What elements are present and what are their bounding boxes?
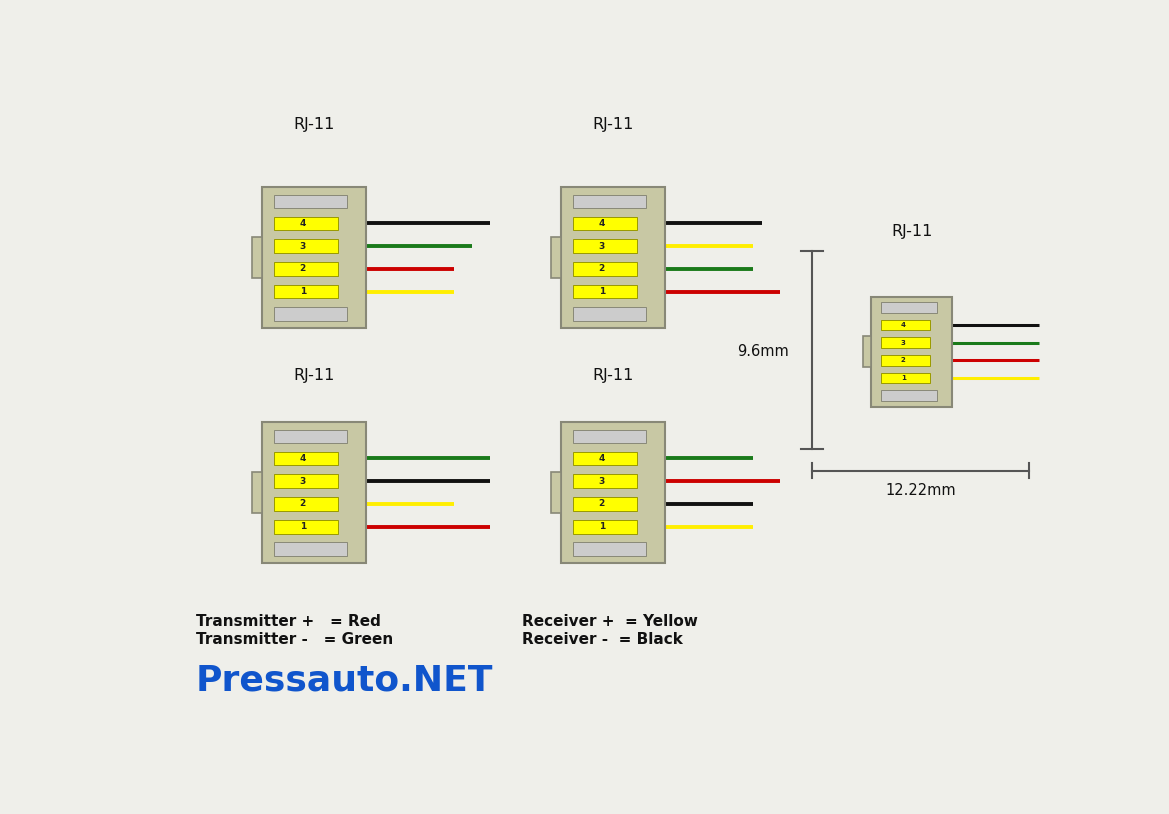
Text: 9.6mm: 9.6mm: [738, 344, 789, 359]
Bar: [573, 452, 637, 466]
Text: 4: 4: [299, 454, 306, 463]
Text: 1: 1: [901, 375, 906, 381]
Text: 1: 1: [599, 287, 604, 296]
Bar: [881, 355, 931, 365]
Text: 1: 1: [599, 522, 604, 531]
Bar: [573, 307, 645, 321]
Text: 3: 3: [599, 477, 604, 486]
Text: Receiver +  = Yellow: Receiver + = Yellow: [523, 614, 698, 628]
Bar: [871, 296, 953, 406]
Text: 4: 4: [900, 322, 906, 328]
Bar: [275, 475, 338, 488]
Bar: [262, 422, 366, 563]
Bar: [275, 430, 347, 444]
Bar: [275, 262, 338, 276]
Text: 2: 2: [299, 500, 306, 509]
Bar: [573, 519, 637, 533]
Bar: [275, 285, 338, 299]
Text: Receiver -  = Black: Receiver - = Black: [523, 632, 683, 647]
Text: 4: 4: [299, 219, 306, 228]
Text: 3: 3: [901, 339, 906, 346]
Bar: [881, 302, 938, 313]
Text: 4: 4: [599, 219, 606, 228]
Text: 1: 1: [299, 287, 306, 296]
Bar: [573, 475, 637, 488]
Bar: [275, 497, 338, 511]
Bar: [573, 497, 637, 511]
Bar: [573, 542, 645, 555]
Bar: [262, 187, 366, 328]
Bar: [573, 217, 637, 230]
Text: 12.22mm: 12.22mm: [885, 484, 956, 498]
Bar: [275, 307, 347, 321]
Text: Pressauto.NET: Pressauto.NET: [196, 663, 493, 698]
Bar: [275, 452, 338, 466]
Bar: [551, 472, 561, 513]
Text: 2: 2: [599, 500, 604, 509]
Text: RJ-11: RJ-11: [891, 224, 933, 239]
Bar: [275, 542, 347, 555]
Text: 2: 2: [901, 357, 906, 363]
Bar: [881, 390, 938, 400]
Text: 2: 2: [599, 265, 604, 274]
Bar: [881, 320, 931, 330]
Bar: [881, 373, 931, 383]
Text: RJ-11: RJ-11: [293, 117, 334, 132]
Text: 3: 3: [299, 477, 306, 486]
Text: Transmitter +   = Red: Transmitter + = Red: [196, 614, 381, 628]
Text: RJ-11: RJ-11: [293, 368, 334, 383]
Bar: [573, 262, 637, 276]
Text: 1: 1: [299, 522, 306, 531]
Text: 4: 4: [599, 454, 606, 463]
Bar: [561, 187, 665, 328]
Bar: [573, 285, 637, 299]
Bar: [251, 237, 262, 278]
Bar: [573, 195, 645, 208]
Bar: [573, 239, 637, 253]
Bar: [551, 237, 561, 278]
Bar: [275, 239, 338, 253]
Text: 3: 3: [299, 242, 306, 251]
Text: Transmitter -   = Green: Transmitter - = Green: [196, 632, 393, 647]
Text: 3: 3: [599, 242, 604, 251]
Bar: [275, 217, 338, 230]
Text: RJ-11: RJ-11: [592, 368, 634, 383]
Text: 2: 2: [299, 265, 306, 274]
Bar: [573, 430, 645, 444]
Text: RJ-11: RJ-11: [592, 117, 634, 132]
Bar: [275, 519, 338, 533]
Bar: [251, 472, 262, 513]
Bar: [863, 335, 871, 367]
Bar: [881, 337, 931, 348]
Bar: [561, 422, 665, 563]
Bar: [275, 195, 347, 208]
